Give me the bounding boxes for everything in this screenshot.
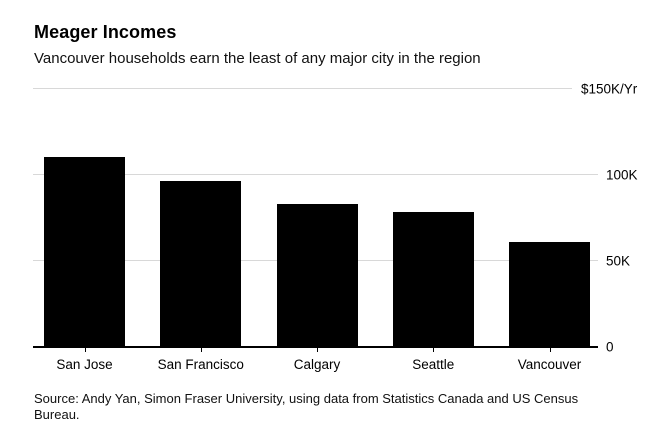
- x-axis-label: Seattle: [412, 357, 455, 372]
- source-note: Source: Andy Yan, Simon Fraser Universit…: [34, 391, 578, 422]
- y-axis-label: $150K/Yr: [581, 81, 638, 96]
- gridline: [33, 174, 598, 175]
- x-tick: [433, 347, 435, 352]
- chart-subtitle: Vancouver households earn the least of a…: [34, 50, 481, 67]
- gridline: [33, 88, 572, 89]
- x-axis-label: Calgary: [293, 357, 341, 372]
- bar-san-francisco: [160, 181, 242, 347]
- x-axis-label: San Jose: [56, 357, 113, 372]
- x-tick: [549, 347, 551, 352]
- x-tick: [200, 347, 202, 352]
- x-axis-line: [33, 345, 598, 348]
- source-line-2: Bureau.: [34, 406, 80, 422]
- y-axis-label: 0: [606, 339, 614, 354]
- bar-seattle: [392, 212, 474, 347]
- x-axis-label: San Francisco: [157, 357, 244, 372]
- x-tick: [317, 347, 318, 352]
- x-tick: [84, 347, 86, 352]
- bar-calgary: [276, 203, 358, 347]
- source-line-1: Source: Andy Yan, Simon Fraser Universit…: [34, 391, 579, 406]
- bar-san-jose: [44, 157, 125, 347]
- chart-title: Meager Incomes: [34, 22, 177, 42]
- x-axis-label: Vancouver: [517, 357, 582, 372]
- bar-vancouver: [509, 241, 590, 347]
- y-axis-label: 100K: [606, 167, 638, 182]
- y-axis-label: 50K: [606, 253, 631, 268]
